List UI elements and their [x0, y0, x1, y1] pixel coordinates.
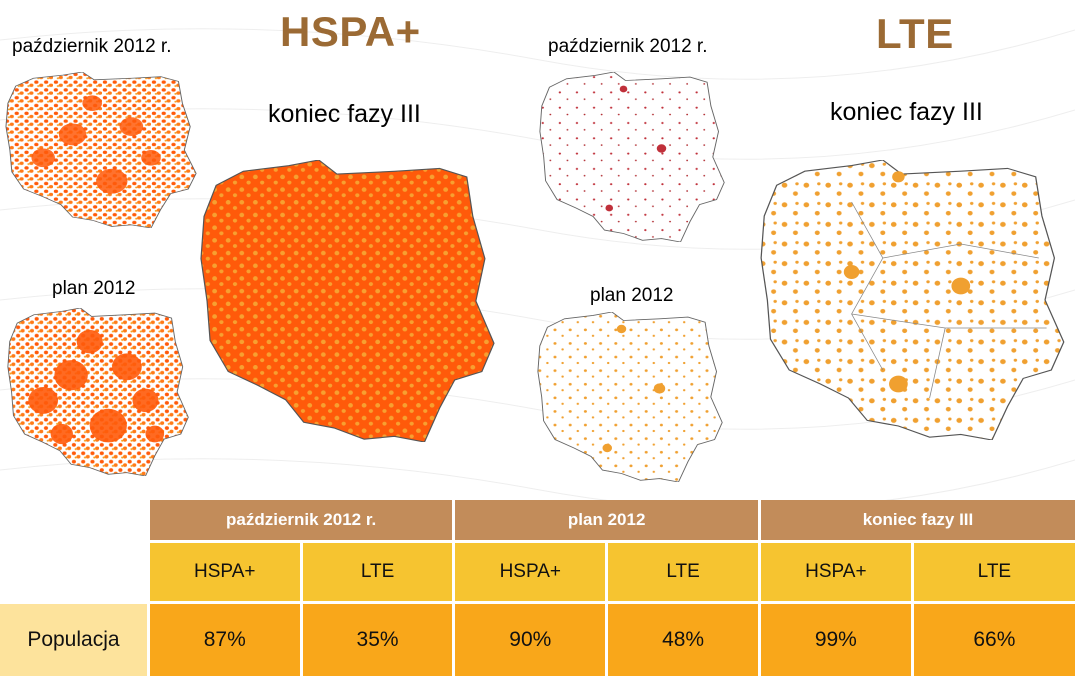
lte-oct-label: październik 2012 r.: [548, 36, 708, 58]
lte-plan-label: plan 2012: [590, 285, 673, 307]
table-cell: 35%: [301, 603, 454, 676]
coverage-table: październik 2012 r. plan 2012 koniec faz…: [0, 500, 1075, 676]
poland-map-lte-end: [758, 160, 1070, 440]
table-header-end: koniec fazy III: [759, 500, 1075, 542]
hspa-title: HSPA+: [280, 8, 421, 56]
table-subheader: LTE: [912, 542, 1075, 603]
poland-map-lte-plan: [536, 312, 726, 482]
poland-map-hspa-end: [198, 160, 500, 442]
table-cell: 66%: [912, 603, 1075, 676]
table-subheader: HSPA+: [454, 542, 607, 603]
poland-map-hspa-october: [4, 72, 200, 228]
table-cell: 99%: [759, 603, 912, 676]
table-subheader: LTE: [607, 542, 760, 603]
table-row-label: Populacja: [0, 603, 148, 676]
table-cell: 48%: [607, 603, 760, 676]
hspa-plan-label: plan 2012: [52, 278, 135, 300]
poland-map-hspa-plan: [6, 308, 192, 476]
table-subheader: HSPA+: [759, 542, 912, 603]
table-sub-corner: [0, 542, 148, 603]
lte-title: LTE: [876, 10, 954, 58]
table-corner: [0, 500, 148, 542]
hspa-oct-label: październik 2012 r.: [12, 36, 172, 58]
table-cell: 90%: [454, 603, 607, 676]
table-subheader: LTE: [301, 542, 454, 603]
lte-end-label: koniec fazy III: [830, 98, 983, 127]
table-header-plan: plan 2012: [454, 500, 760, 542]
poland-map-lte-october: [538, 72, 728, 242]
table-cell: 87%: [148, 603, 301, 676]
table-subheader: HSPA+: [148, 542, 301, 603]
table-header-oct: październik 2012 r.: [148, 500, 454, 542]
hspa-end-label: koniec fazy III: [268, 100, 421, 129]
